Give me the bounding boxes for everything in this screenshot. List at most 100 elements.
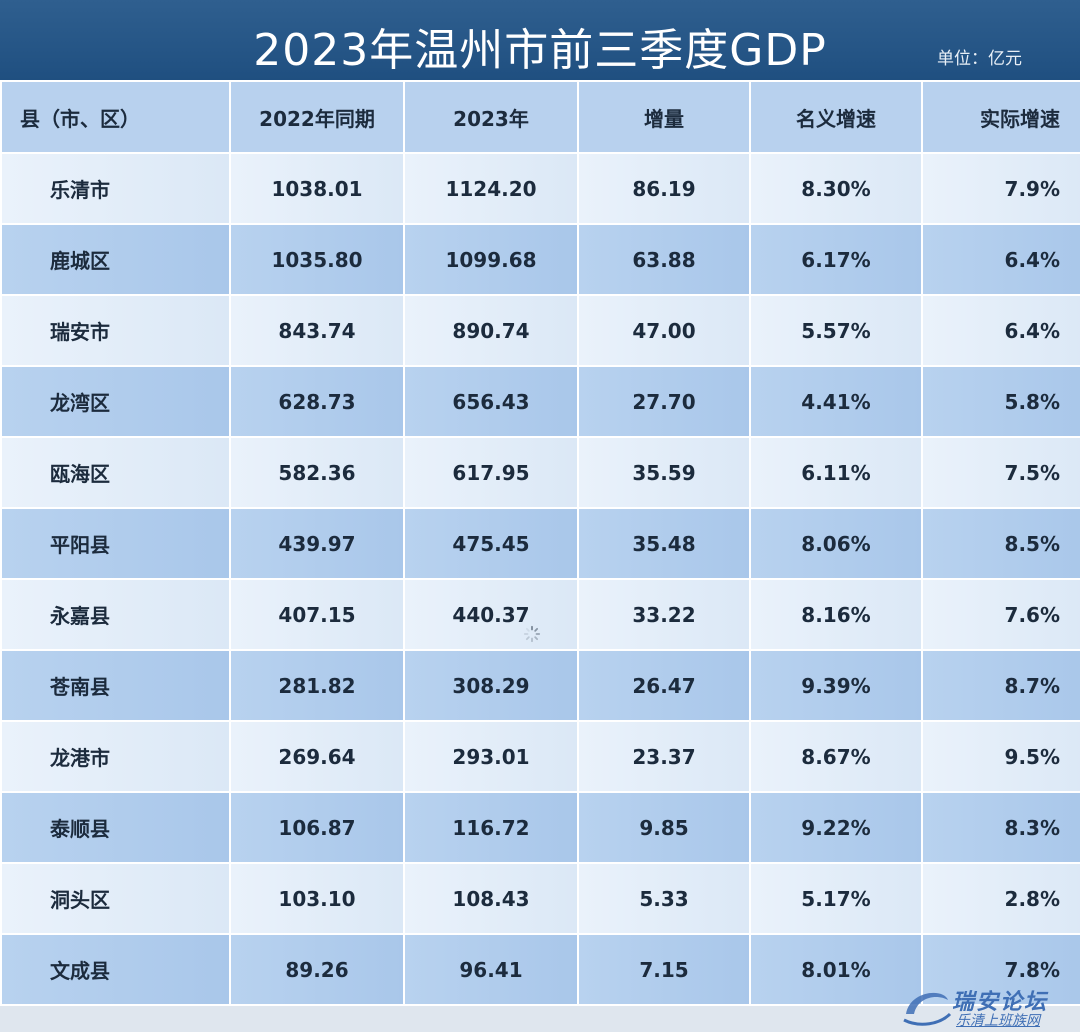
cell-2023: 116.72	[403, 791, 579, 864]
cell-increment: 86.19	[577, 152, 751, 225]
watermark-text: 瑞安论坛	[952, 990, 1049, 1015]
column-header-2022: 2022年同期	[229, 80, 405, 154]
cell-2022: 407.15	[229, 578, 405, 651]
cell-district: 龙港市	[0, 720, 231, 793]
cell-2022: 1038.01	[229, 152, 405, 225]
cell-real-growth: 7.8%	[921, 933, 1080, 1006]
column-header-real-growth: 实际增速	[921, 80, 1080, 154]
cell-increment: 26.47	[577, 649, 751, 722]
cell-district: 洞头区	[0, 862, 231, 935]
cell-district: 泰顺县	[0, 791, 231, 864]
table-row: 洞头区 103.10 108.43 5.33 5.17% 2.8%	[0, 862, 1080, 935]
cell-2023: 96.41	[403, 933, 579, 1006]
cell-2022: 582.36	[229, 436, 405, 509]
cell-district: 永嘉县	[0, 578, 231, 651]
cell-nominal-growth: 6.11%	[749, 436, 923, 509]
table-row: 瑞安市 843.74 890.74 47.00 5.57% 6.4%	[0, 294, 1080, 367]
cell-nominal-growth: 8.16%	[749, 578, 923, 651]
cell-2022: 106.87	[229, 791, 405, 864]
cell-2023: 890.74	[403, 294, 579, 367]
cell-real-growth: 8.5%	[921, 507, 1080, 580]
cell-increment: 35.59	[577, 436, 751, 509]
cell-increment: 7.15	[577, 933, 751, 1006]
table-row: 泰顺县 106.87 116.72 9.85 9.22% 8.3%	[0, 791, 1080, 864]
table-row: 乐清市 1038.01 1124.20 86.19 8.30% 7.9%	[0, 152, 1080, 225]
cell-2023: 475.45	[403, 507, 579, 580]
cell-increment: 33.22	[577, 578, 751, 651]
cell-nominal-growth: 6.17%	[749, 223, 923, 296]
cell-2023: 308.29	[403, 649, 579, 722]
cell-nominal-growth: 8.30%	[749, 152, 923, 225]
cell-district: 文成县	[0, 933, 231, 1006]
table-row: 文成县 89.26 96.41 7.15 8.01% 7.8%	[0, 933, 1080, 1006]
cell-2023: 1099.68	[403, 223, 579, 296]
cell-nominal-growth: 8.06%	[749, 507, 923, 580]
cell-nominal-growth: 5.57%	[749, 294, 923, 367]
forum-watermark: 瑞安论坛 乐清上班族网	[900, 980, 1080, 1032]
cell-2022: 1035.80	[229, 223, 405, 296]
table-header-row: 县（市、区） 2022年同期 2023年 增量 名义增速 实际增速	[0, 80, 1080, 154]
loading-spinner-icon	[523, 625, 541, 643]
column-header-nominal-growth: 名义增速	[749, 80, 923, 154]
table-row: 永嘉县 407.15 440.37 33.22 8.16% 7.6%	[0, 578, 1080, 651]
column-header-district: 县（市、区）	[0, 80, 231, 154]
cell-nominal-growth: 5.17%	[749, 862, 923, 935]
cell-real-growth: 7.5%	[921, 436, 1080, 509]
cell-2023: 440.37	[403, 578, 579, 651]
cell-2023: 1124.20	[403, 152, 579, 225]
cell-2023: 617.95	[403, 436, 579, 509]
cell-2022: 628.73	[229, 365, 405, 438]
cell-district: 龙湾区	[0, 365, 231, 438]
cell-district: 苍南县	[0, 649, 231, 722]
cell-nominal-growth: 8.01%	[749, 933, 923, 1006]
cell-nominal-growth: 9.39%	[749, 649, 923, 722]
table-row: 鹿城区 1035.80 1099.68 63.88 6.17% 6.4%	[0, 223, 1080, 296]
unit-label: 单位：亿元	[937, 49, 1022, 69]
cell-2022: 439.97	[229, 507, 405, 580]
cell-district: 瑞安市	[0, 294, 231, 367]
cell-real-growth: 8.7%	[921, 649, 1080, 722]
cell-increment: 23.37	[577, 720, 751, 793]
cell-nominal-growth: 8.67%	[749, 720, 923, 793]
table-row: 龙港市 269.64 293.01 23.37 8.67% 9.5%	[0, 720, 1080, 793]
cell-district: 乐清市	[0, 152, 231, 225]
page-title: 2023年温州市前三季度GDP	[253, 25, 827, 76]
cell-nominal-growth: 4.41%	[749, 365, 923, 438]
cell-real-growth: 5.8%	[921, 365, 1080, 438]
column-header-2023: 2023年	[403, 80, 579, 154]
cell-2022: 269.64	[229, 720, 405, 793]
cell-real-growth: 7.9%	[921, 152, 1080, 225]
cell-2023: 656.43	[403, 365, 579, 438]
cell-2022: 281.82	[229, 649, 405, 722]
table-row: 瓯海区 582.36 617.95 35.59 6.11% 7.5%	[0, 436, 1080, 509]
cell-real-growth: 9.5%	[921, 720, 1080, 793]
cell-district: 鹿城区	[0, 223, 231, 296]
cell-2022: 89.26	[229, 933, 405, 1006]
cell-2022: 103.10	[229, 862, 405, 935]
cell-increment: 27.70	[577, 365, 751, 438]
cell-district: 瓯海区	[0, 436, 231, 509]
cell-real-growth: 7.6%	[921, 578, 1080, 651]
cell-increment: 9.85	[577, 791, 751, 864]
cell-real-growth: 2.8%	[921, 862, 1080, 935]
gdp-table: 县（市、区） 2022年同期 2023年 增量 名义增速 实际增速 乐清市 103…	[0, 80, 1080, 1006]
cell-2023: 293.01	[403, 720, 579, 793]
table-row: 龙湾区 628.73 656.43 27.70 4.41% 5.8%	[0, 365, 1080, 438]
cell-increment: 35.48	[577, 507, 751, 580]
cell-real-growth: 6.4%	[921, 294, 1080, 367]
cell-nominal-growth: 9.22%	[749, 791, 923, 864]
column-header-increment: 增量	[577, 80, 751, 154]
cell-2023: 108.43	[403, 862, 579, 935]
cell-real-growth: 6.4%	[921, 223, 1080, 296]
cell-district: 平阳县	[0, 507, 231, 580]
cell-increment: 63.88	[577, 223, 751, 296]
cell-increment: 47.00	[577, 294, 751, 367]
watermark-subtext: 乐清上班族网	[956, 1013, 1040, 1029]
cell-real-growth: 8.3%	[921, 791, 1080, 864]
watermark-logo-icon	[903, 992, 952, 1026]
table-row: 苍南县 281.82 308.29 26.47 9.39% 8.7%	[0, 649, 1080, 722]
cell-increment: 5.33	[577, 862, 751, 935]
table-row: 平阳县 439.97 475.45 35.48 8.06% 8.5%	[0, 507, 1080, 580]
title-bar: 2023年温州市前三季度GDP 单位：亿元	[0, 0, 1080, 80]
cell-2022: 843.74	[229, 294, 405, 367]
